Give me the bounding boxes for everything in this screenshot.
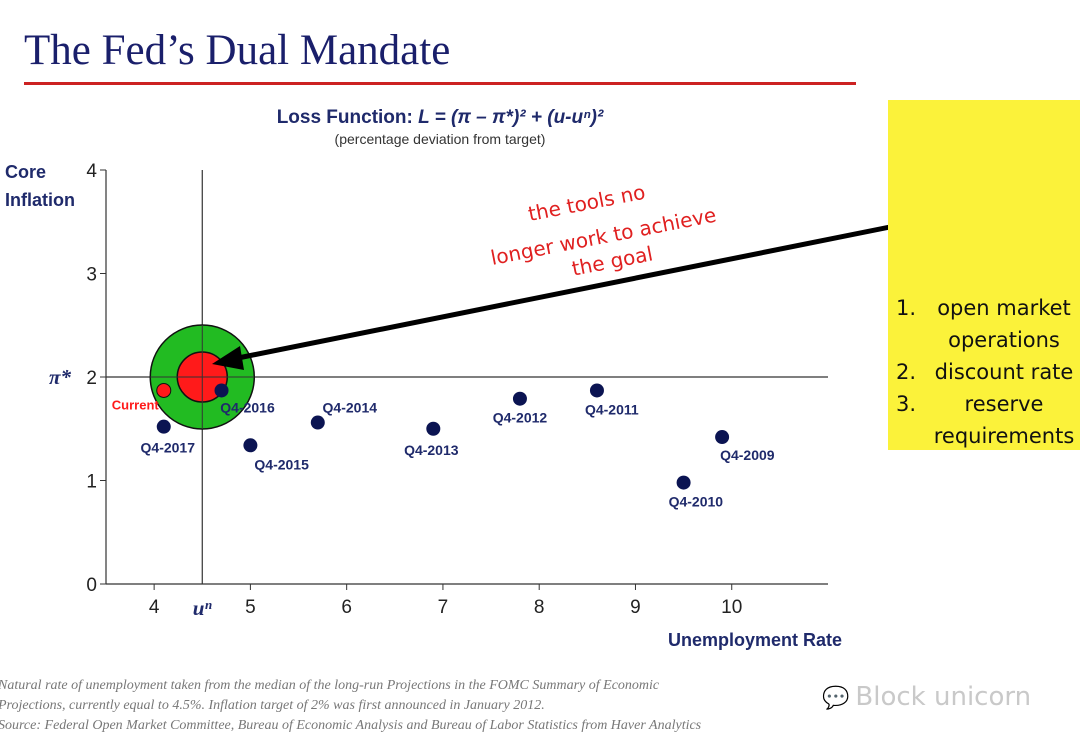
subtitle-formula: L = (π – π*)² + (u-uⁿ)²	[418, 107, 604, 128]
tools-list-number: 2.	[896, 360, 917, 384]
x-tick-label: 6	[341, 597, 352, 618]
title-underline	[24, 82, 856, 85]
tools-list-item: 3. reserve requirements	[892, 388, 1078, 452]
data-point	[426, 421, 441, 436]
chart-subtitle: Loss Function: L = (π – π*)² + (u-uⁿ)²	[277, 107, 604, 128]
chart-subtitle-note: (percentage deviation from target)	[335, 131, 546, 147]
y-tick-label: 0	[86, 575, 97, 596]
tools-list-number: 3.	[896, 392, 917, 416]
tools-callout-box	[888, 100, 1080, 450]
current-point	[156, 382, 172, 398]
data-point-label: Q4-2010	[669, 494, 724, 510]
data-point-label: Q4-2016	[220, 399, 275, 415]
y-axis-title-word: Core	[5, 162, 46, 182]
footnote-line: Natural rate of unemployment taken from …	[0, 678, 660, 693]
data-point	[512, 391, 527, 406]
x-tick-label: 10	[721, 597, 742, 618]
x-tick-label: 7	[438, 597, 449, 618]
footnote-source: Source: Federal Open Market Committee, B…	[0, 718, 702, 733]
chart-ticks: 4 5 6 7 8 9 10 0 1 2 3 4 uⁿ π* Unemployment Rate	[49, 161, 842, 650]
data-point-label: Q4-2012	[493, 410, 548, 426]
tools-list-number: 1.	[896, 296, 917, 320]
watermark: 💬 Block unicorn	[822, 682, 1031, 712]
tools-list: 1. open market operations 2. discount rate…	[892, 292, 1078, 452]
annotation-arrowhead	[212, 346, 244, 370]
natural-rate-tick-label: uⁿ	[193, 596, 213, 620]
data-point-label: Q4-2009	[720, 447, 775, 463]
data-point-label: Q4-2015	[254, 456, 309, 472]
x-tick-label: 5	[245, 597, 256, 618]
tools-list-text: open market operations	[937, 296, 1071, 352]
data-point	[589, 383, 604, 398]
footnote: Natural rate of unemployment taken from …	[0, 676, 701, 736]
y-tick-label: 4	[86, 161, 97, 182]
inflation-target-tick-label: π*	[49, 365, 71, 389]
tools-list-text: reserve requirements	[933, 392, 1075, 448]
data-point	[243, 438, 258, 453]
y-axis-title-word: Inflation	[5, 190, 75, 210]
data-point-label: Q4-2013	[404, 442, 459, 458]
watermark-text: Block unicorn	[855, 682, 1032, 712]
x-tick-label: 4	[149, 597, 160, 618]
y-axis-title-line1: Core Inflation	[5, 162, 75, 210]
subtitle-prefix: Loss Function:	[277, 107, 418, 128]
chat-bubble-icon: 💬	[822, 686, 850, 711]
data-point	[676, 475, 691, 490]
y-tick-label: 2	[86, 368, 97, 389]
x-tick-label: 9	[630, 597, 641, 618]
tools-list-item: 1. open market operations	[892, 292, 1078, 356]
current-point-label: Current	[112, 397, 160, 412]
page-title: The Fed’s Dual Mandate	[24, 27, 451, 74]
annotation-text: the tools nolonger work to achievethe go…	[482, 167, 723, 295]
data-point	[310, 415, 325, 430]
data-points: Q4-2009 Q4-2010 Q4-2011 Q4-2012 Q4-2013 Q4-20…	[112, 382, 775, 510]
data-point	[214, 383, 229, 398]
data-point-label: Q4-2011	[585, 401, 639, 417]
footnote-line: Projections, currently equal to 4.5%. In…	[0, 698, 545, 713]
tools-list-text: discount rate	[934, 360, 1074, 384]
data-point	[156, 419, 171, 434]
annotation-arrow-line	[237, 223, 896, 361]
data-point-label: Q4-2014	[323, 400, 378, 416]
x-tick-label: 8	[534, 597, 545, 618]
y-tick-label: 1	[86, 472, 97, 493]
data-point	[715, 430, 730, 445]
data-point-label: Q4-2017	[141, 440, 196, 456]
tools-list-item: 2. discount rate	[892, 356, 1078, 388]
x-axis-title: Unemployment Rate	[668, 630, 842, 650]
y-tick-label: 3	[86, 265, 97, 286]
